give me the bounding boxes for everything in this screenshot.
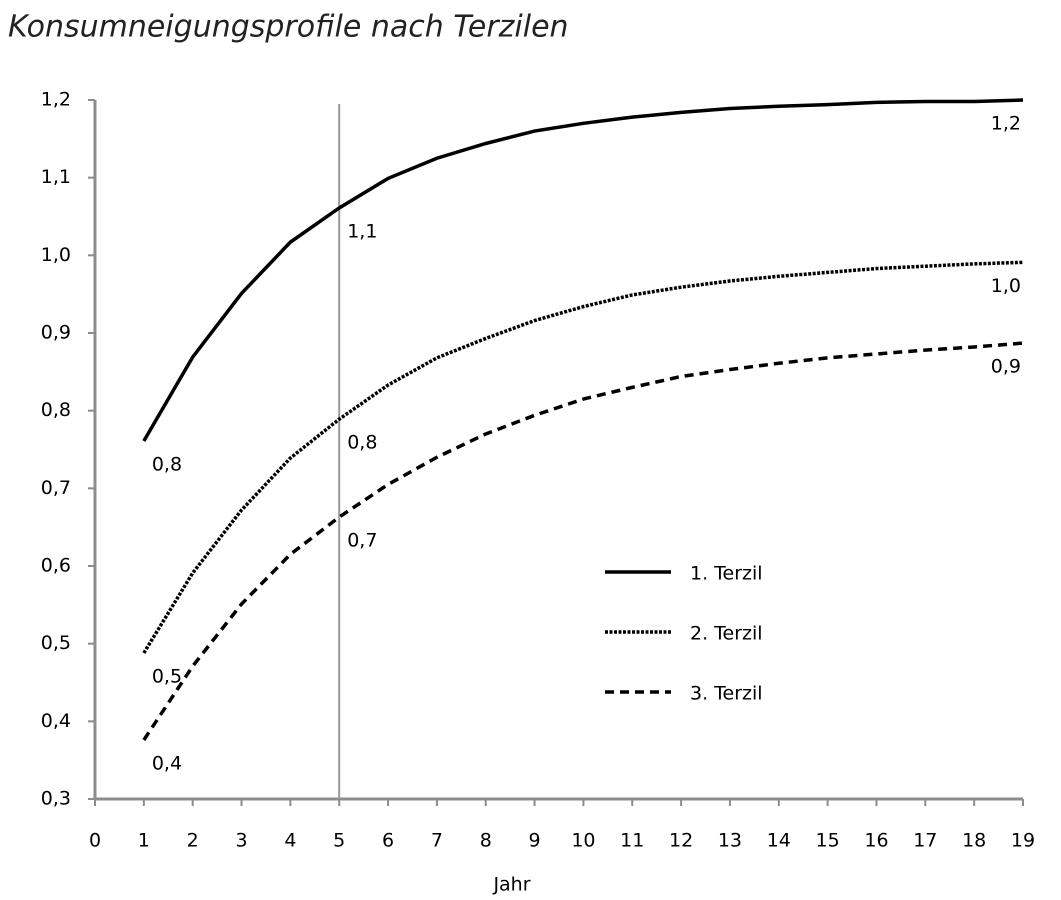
y-tick-label: 0,8 — [41, 399, 71, 421]
x-tick-label: 5 — [333, 830, 345, 852]
value-label: 0,9 — [991, 356, 1021, 378]
x-tick-label: 16 — [864, 830, 888, 852]
x-tick-label: 13 — [718, 830, 742, 852]
y-tick-label: 1,1 — [41, 166, 71, 188]
y-tick-label: 0,6 — [41, 555, 71, 577]
x-tick-label: 10 — [571, 830, 595, 852]
x-axis-label: Jahr — [492, 874, 530, 896]
x-tick-label: 19 — [1011, 830, 1035, 852]
value-label: 1,0 — [991, 275, 1021, 297]
series-line — [142, 341, 1024, 741]
x-tick-label: 8 — [480, 830, 492, 852]
legend-label: 3. Terzil — [690, 683, 763, 705]
x-tick-label: 2 — [187, 830, 199, 852]
x-tick-label: 17 — [913, 830, 937, 852]
legend-label: 2. Terzil — [690, 623, 763, 645]
y-tick-label: 0,5 — [41, 632, 71, 654]
x-tick-label: 9 — [529, 830, 541, 852]
x-tick-label: 3 — [235, 830, 247, 852]
y-tick-label: 0,3 — [41, 788, 71, 810]
x-tick-label: 0 — [89, 830, 101, 852]
y-tick-label: 0,9 — [41, 322, 71, 344]
x-tick-label: 6 — [382, 830, 394, 852]
x-tick-label: 12 — [669, 830, 693, 852]
x-tick-label: 11 — [620, 830, 644, 852]
x-tick-label: 18 — [962, 830, 986, 852]
value-label: 1,2 — [991, 113, 1021, 135]
value-label: 0,4 — [152, 752, 182, 774]
value-label: 1,1 — [347, 220, 377, 242]
y-tick-label: 1,2 — [41, 89, 71, 111]
x-tick-label: 4 — [284, 830, 296, 852]
series-line — [142, 260, 1024, 654]
y-tick-label: 0,4 — [41, 710, 71, 732]
value-label: 0,7 — [347, 530, 377, 552]
value-label: 0,8 — [347, 432, 377, 454]
value-label: 0,8 — [152, 453, 182, 475]
y-tick-label: 0,7 — [41, 477, 71, 499]
legend-label: 1. Terzil — [690, 563, 763, 585]
value-label: 0,5 — [152, 665, 182, 687]
series-line — [142, 98, 1024, 442]
chart-title: Konsumneigungsprofile nach Terzilen — [8, 10, 569, 45]
x-tick-label: 1 — [138, 830, 150, 852]
x-tick-label: 15 — [816, 830, 840, 852]
y-tick-label: 1,0 — [41, 244, 71, 266]
x-tick-label: 14 — [767, 830, 791, 852]
x-tick-label: 7 — [431, 830, 443, 852]
